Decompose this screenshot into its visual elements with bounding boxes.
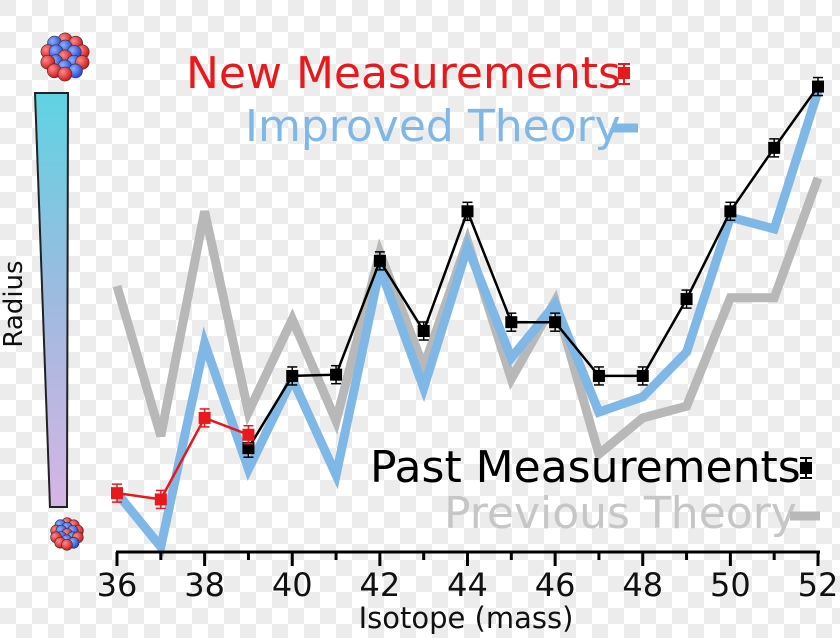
legend-label-past-measurements: Past Measurements xyxy=(370,442,801,493)
improved-theory-line xyxy=(113,89,823,558)
series-past-measurements xyxy=(242,76,824,458)
past-measurements-point-52 xyxy=(812,76,824,97)
x-tick-label-40: 40 xyxy=(272,566,313,604)
new-measurements-point-36 xyxy=(111,483,123,503)
x-tick-label-52: 52 xyxy=(798,566,839,604)
past-measurements-line xyxy=(247,85,820,449)
radius-axis: Radius xyxy=(0,32,90,551)
x-tick-label-46: 46 xyxy=(535,566,576,604)
x-tick-label-50: 50 xyxy=(710,566,751,604)
new-measurements-line xyxy=(116,416,249,501)
new-measurements-point-39 xyxy=(242,424,255,445)
past-measurements-point-41 xyxy=(330,364,343,385)
past-measurements-point-43 xyxy=(417,321,430,341)
x-tick-label-48: 48 xyxy=(622,566,663,604)
past-measurements-point-45 xyxy=(505,312,518,332)
x-tick-label-38: 38 xyxy=(184,566,225,604)
past-measurements-point-46 xyxy=(549,312,562,332)
series-new-measurements xyxy=(111,408,255,510)
past-measurements-point-51 xyxy=(768,138,781,158)
legend-label-previous-theory: Previous Theory xyxy=(444,488,797,539)
legend-marker-new-measurements xyxy=(618,63,630,85)
x-tick-label-42: 42 xyxy=(360,566,401,604)
past-measurements-point-44 xyxy=(461,201,474,222)
x-tick-label-36: 36 xyxy=(97,566,138,604)
small-nucleus-icon xyxy=(50,517,84,551)
x-tick-label-44: 44 xyxy=(447,566,488,604)
new-measurements-point-37 xyxy=(154,489,167,510)
x-axis: 36 38 40 42 44 46 48 50 52 Isotope (mass) xyxy=(97,550,839,635)
past-measurements-point-49 xyxy=(680,289,693,309)
legend-label-new-measurements: New Measurements xyxy=(186,48,621,99)
past-measurements-point-48 xyxy=(636,366,649,386)
past-measurements-point-42 xyxy=(373,251,386,271)
past-measurements-point-40 xyxy=(286,366,299,386)
legend-top: New Measurements Improved Theory xyxy=(186,48,638,152)
x-axis-label: Isotope (mass) xyxy=(359,601,574,635)
series-improved-theory xyxy=(113,89,823,558)
radius-gradient-bar xyxy=(33,92,70,508)
large-nucleus-icon xyxy=(40,32,90,82)
legend-bottom: Past Measurements Previous Theory xyxy=(370,442,820,539)
past-measurements-point-47 xyxy=(592,366,605,386)
x-axis-ticks: 36 38 40 42 44 46 48 50 52 xyxy=(97,552,839,604)
series-layer xyxy=(111,76,824,558)
legend-label-improved-theory: Improved Theory xyxy=(245,101,621,152)
past-measurements-point-50 xyxy=(724,201,737,222)
legend-marker-past-measurements xyxy=(800,457,812,479)
y-axis-label: Radius xyxy=(0,260,29,347)
new-measurements-point-38 xyxy=(198,408,211,428)
